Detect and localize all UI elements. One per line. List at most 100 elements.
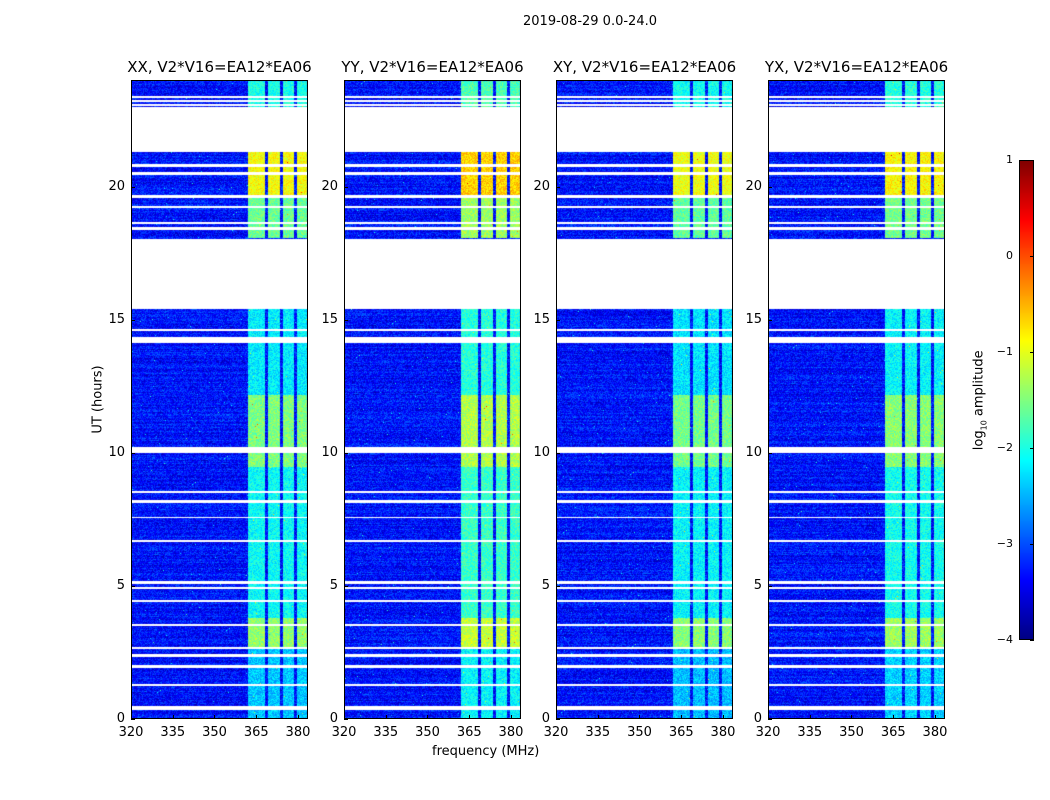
x-tick-label: 335	[585, 725, 611, 740]
colorbar-tick-label: 0	[1006, 249, 1013, 262]
x-tick-label: 350	[202, 725, 227, 740]
colorbar-tick	[1030, 352, 1034, 353]
y-tick-label: 20	[108, 178, 125, 194]
x-tick-label: 365	[668, 725, 694, 740]
x-tick-label: 320	[331, 725, 357, 740]
y-tick	[768, 452, 772, 454]
colorbar-tick-label: −4	[996, 633, 1013, 646]
x-tick	[851, 715, 853, 719]
colorbar-tick-label: −1	[996, 345, 1013, 358]
colorbar-tick-label: 1	[1006, 153, 1013, 166]
y-tick-label: 20	[745, 178, 762, 194]
y-tick	[131, 452, 135, 454]
panel-title: YX, V2*V16=EA12*EA06	[764, 58, 949, 76]
x-tick	[768, 715, 769, 719]
axes-frame	[556, 80, 733, 719]
axes-frame	[344, 80, 521, 719]
colorbar-frame	[1019, 160, 1034, 640]
x-tick	[597, 715, 599, 719]
colorbar-label: log10 amplitude	[972, 350, 989, 450]
y-tick-label: 20	[533, 178, 550, 194]
panel-yy: YY, V2*V16=EA12*EA06 0 5 10 15 20 320 335 350 365…	[321, 58, 523, 740]
colorbar-tick-label: −3	[996, 537, 1013, 550]
y-tick-label: 20	[321, 178, 338, 194]
y-tick	[344, 719, 348, 720]
y-tick	[131, 719, 135, 720]
panel-title: YY, V2*V16=EA12*EA06	[341, 58, 524, 76]
y-axis-label: UT (hours)	[90, 365, 106, 434]
x-tick-label: 350	[627, 725, 652, 740]
panel-xx: XX, V2*V16=EA12*EA06 0 5 10 15 20 320 335 350 365…	[108, 58, 311, 740]
y-tick	[344, 585, 348, 587]
x-tick-label: 380	[498, 725, 524, 740]
y-tick-label: 5	[753, 577, 762, 593]
y-tick	[768, 719, 772, 720]
panel-title: XY, V2*V16=EA12*EA06	[552, 58, 737, 76]
y-tick-label: 10	[321, 444, 338, 460]
x-tick	[722, 715, 724, 719]
colorbar-gradient	[1019, 160, 1034, 640]
x-tick-label: 380	[710, 725, 736, 740]
x-tick	[893, 715, 895, 719]
x-tick-label: 365	[243, 725, 269, 740]
x-tick-label: 380	[922, 725, 948, 740]
y-tick	[344, 452, 348, 454]
y-tick-label: 15	[321, 311, 338, 327]
x-tick-label: 350	[839, 725, 864, 740]
y-tick	[131, 186, 135, 188]
x-tick	[556, 715, 557, 719]
x-tick-label: 335	[373, 725, 399, 740]
colorbar-tick-label: −2	[996, 441, 1013, 454]
y-tick	[344, 319, 348, 321]
x-tick	[256, 715, 258, 719]
colorbar-tick	[1030, 256, 1034, 257]
y-tick	[556, 319, 560, 321]
panel-xy: XY, V2*V16=EA12*EA06 0 5 10 15 20 320 335 350 365…	[533, 58, 736, 740]
waterfall-heatmap	[131, 80, 308, 719]
x-tick	[427, 715, 429, 719]
y-tick	[131, 319, 135, 321]
x-tick-label: 365	[880, 725, 906, 740]
x-tick	[934, 715, 936, 719]
colorbar-label-rest: amplitude	[971, 350, 987, 421]
x-tick	[172, 715, 174, 719]
y-tick	[768, 585, 772, 587]
x-tick	[469, 715, 471, 719]
y-tick-label: 10	[533, 444, 550, 460]
x-tick	[809, 715, 811, 719]
y-tick	[768, 319, 772, 321]
y-tick-label: 15	[533, 311, 550, 327]
y-tick-label: 5	[116, 577, 125, 593]
waterfall-heatmap	[344, 80, 521, 719]
y-tick-label: 5	[329, 577, 338, 593]
colorbar-label-main: log	[971, 430, 987, 451]
x-tick-label: 350	[415, 725, 440, 740]
colorbar-tick	[1030, 640, 1034, 641]
x-tick-label: 320	[543, 725, 569, 740]
y-tick-label: 0	[541, 711, 550, 726]
x-axis-label: frequency (MHz)	[432, 744, 540, 759]
panel-title: XX, V2*V16=EA12*EA06	[127, 58, 312, 76]
y-tick-label: 5	[541, 577, 550, 593]
y-tick	[556, 452, 560, 454]
x-tick	[681, 715, 683, 719]
x-tick	[385, 715, 387, 719]
x-tick	[297, 715, 299, 719]
x-tick-label: 380	[285, 725, 311, 740]
y-tick	[556, 186, 560, 188]
x-tick-label: 335	[797, 725, 823, 740]
y-tick	[131, 585, 135, 587]
axes-frame	[768, 80, 945, 719]
x-tick-label: 335	[160, 725, 186, 740]
colorbar-tick	[1030, 448, 1034, 449]
y-tick-label: 10	[745, 444, 762, 460]
x-tick	[344, 715, 345, 719]
y-tick-label: 15	[745, 311, 762, 327]
panel-yx: YX, V2*V16=EA12*EA06 0 5 10 15 20 320 335 350 365…	[745, 58, 948, 740]
y-tick-label: 0	[329, 711, 338, 726]
x-tick-label: 365	[456, 725, 482, 740]
x-tick	[510, 715, 512, 719]
y-tick-label: 0	[116, 711, 125, 726]
y-tick-label: 15	[108, 311, 125, 327]
waterfall-heatmap	[556, 80, 733, 719]
